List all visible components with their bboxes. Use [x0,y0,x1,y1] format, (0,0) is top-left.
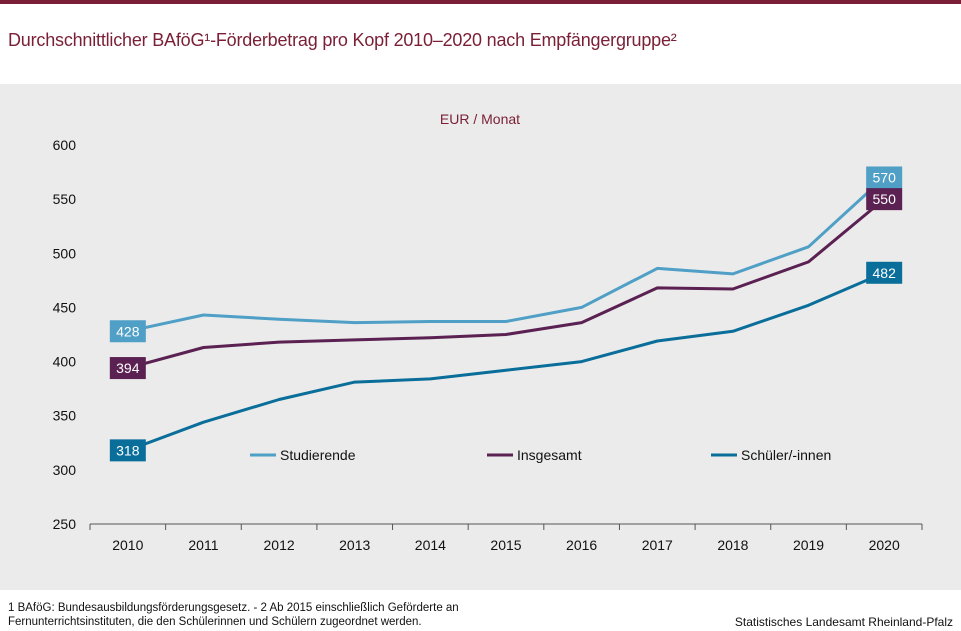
value-label-box [866,188,903,211]
chart-title: Durchschnittlicher BAföG¹-Förderbetrag p… [8,30,677,50]
legend-label: Schüler/-innen [741,447,831,463]
x-tick-label: 2016 [566,537,597,553]
value-labels: 428 570 394 550 318 482 [109,166,903,462]
value-label-text: 550 [873,191,897,207]
y-axis-label: EUR / Monat [440,111,520,127]
value-label-last: 550 [866,188,903,211]
value-label-box [109,357,146,380]
value-label-last: 482 [866,261,903,284]
legend-label: Insgesamt [517,447,582,463]
value-label-first: 318 [109,439,146,462]
x-tick-label: 2012 [264,537,295,553]
series-line-1 [126,197,886,370]
series-lines [126,176,886,452]
value-label-last: 570 [866,166,903,189]
x-tick-label: 2013 [339,537,370,553]
footnote: 1 BAföG: Bundesausbildungsförderungsgese… [8,602,459,628]
y-tick-label: 300 [53,462,77,478]
legend-item-1: Insgesamt [487,447,582,463]
source-note: Statistisches Landesamt Rheinland-Pfalz [734,615,953,629]
value-label-first: 428 [109,320,146,343]
value-label-text: 318 [116,442,140,458]
series-line-2 [126,271,886,452]
value-label-text: 482 [873,265,897,281]
x-tick-label: 2010 [112,537,143,553]
axes: EUR / Monat 250 300 350 400 450 500 550 600 2010 2… [53,111,923,553]
value-label-box [109,320,146,343]
legend-item-0: Studierende [250,447,356,463]
value-label-first: 394 [109,357,146,380]
x-tick-label: 2018 [717,537,748,553]
value-label-box [866,166,903,189]
y-tick-label: 400 [53,354,77,370]
legend: Studierende Insgesamt Schüler/-innen [250,447,831,463]
value-label-box [109,439,146,462]
y-tick-label: 550 [53,191,77,207]
y-tick-label: 500 [53,245,77,261]
x-tick-label: 2019 [793,537,824,553]
y-tick-label: 600 [53,137,77,153]
value-label-text: 428 [116,323,140,339]
value-label-box [866,261,903,284]
top-rule [0,0,961,4]
x-tick-label: 2017 [642,537,673,553]
series-line-0 [126,176,886,333]
y-tick-label: 350 [53,408,77,424]
x-tick-label: 2015 [490,537,521,553]
value-label-text: 570 [873,169,897,185]
value-label-text: 394 [116,360,140,376]
y-tick-label: 250 [53,516,77,532]
x-tick-label: 2020 [869,537,900,553]
y-tick-label: 450 [53,299,77,315]
legend-item-2: Schüler/-innen [711,447,831,463]
x-tick-label: 2011 [188,537,218,553]
legend-label: Studierende [280,447,356,463]
line-chart: EUR / Monat 250 300 350 400 450 500 550 600 2010 2… [53,111,923,553]
x-tick-label: 2014 [415,537,446,553]
